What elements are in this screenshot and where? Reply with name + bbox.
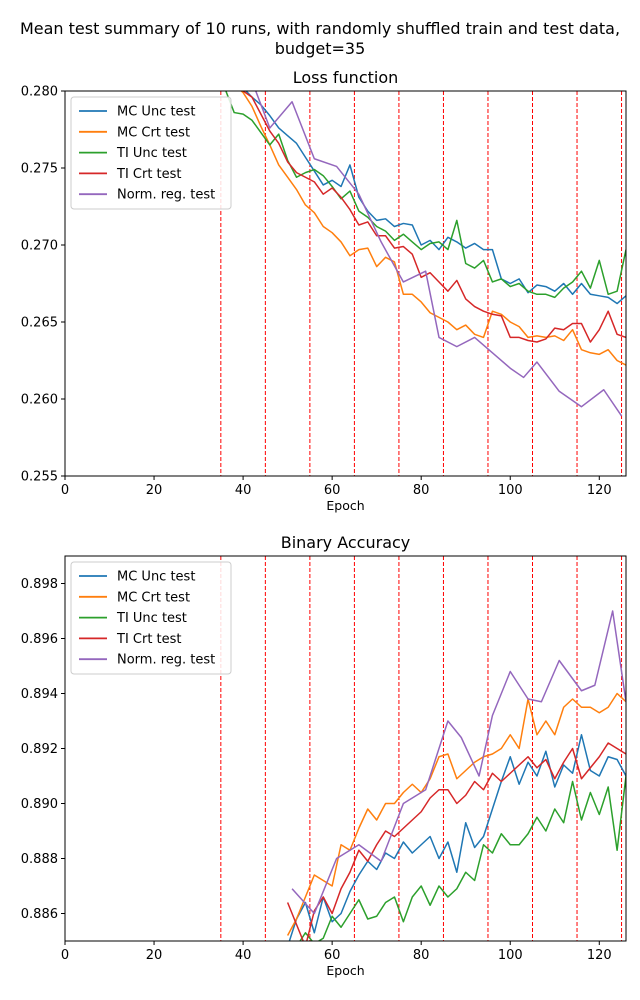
y-tick-label: 0.275	[21, 162, 58, 177]
vlines	[220, 91, 623, 476]
series-line-mc-crt-test	[286, 692, 626, 936]
x-axis-label: Epoch	[326, 963, 364, 978]
legend-box	[70, 96, 232, 210]
y-tick-label: 0.270	[21, 239, 58, 254]
series-group	[286, 610, 626, 941]
y-tick-label: 0.260	[21, 393, 58, 408]
legend-label-ti-unc-test: TI Unc test	[116, 611, 187, 626]
x-tick-label: 60	[324, 483, 341, 498]
series-line-ti-unc-test	[225, 91, 626, 299]
legend-label-mc-unc-test: MC Unc test	[117, 105, 195, 120]
chart-title: Binary Accuracy	[281, 533, 411, 552]
loss-chart: Loss function 0 20 40 60 80 100 120 0.255 0.260 0.…	[21, 68, 627, 513]
accuracy-chart: Binary Accuracy 0 20 40 60 80 100 120 0.886 0.888…	[21, 533, 627, 978]
y-tick-label: 0.888	[21, 852, 58, 867]
series-line-mc-unc-test	[245, 91, 626, 305]
series-line-ti-unc-test	[299, 775, 626, 941]
legend-label-mc-crt-test: MC Crt test	[117, 125, 190, 140]
legend-label-norm-reg-test: Norm. reg. test	[117, 653, 215, 668]
x-axis-label: Epoch	[326, 498, 364, 513]
legend-box	[70, 561, 232, 675]
series-line-norm-reg-test	[291, 610, 626, 915]
y-tick-label: 0.280	[21, 85, 58, 100]
series-line-norm-reg-test	[254, 91, 623, 417]
legend-label-ti-crt-test: TI Crt test	[116, 632, 182, 647]
y-tick-label: 0.265	[21, 316, 58, 331]
series-line-mc-unc-test	[288, 734, 626, 941]
legend-label-ti-unc-test: TI Unc test	[116, 146, 187, 161]
x-tick-label: 120	[587, 948, 612, 963]
x-tick-label: 0	[61, 483, 69, 498]
legend: MC Unc test MC Crt test TI Unc test TI Crt …	[70, 96, 232, 210]
y-tick-label: 0.886	[21, 907, 58, 922]
legend-label-mc-crt-test: MC Crt test	[117, 590, 190, 605]
legend-label-ti-crt-test: TI Crt test	[116, 167, 182, 182]
figure-title-line2: budget=35	[275, 39, 366, 58]
axes-frame	[64, 90, 627, 477]
x-tick-label: 100	[498, 948, 523, 963]
legend: MC Unc test MC Crt test TI Unc test TI Crt …	[70, 561, 232, 675]
x-tick-label: 80	[413, 948, 430, 963]
x-tick-label: 60	[324, 948, 341, 963]
x-tick-label: 0	[61, 948, 69, 963]
y-tick-label: 0.890	[21, 797, 58, 812]
vlines	[220, 556, 623, 941]
y-tick-label: 0.892	[21, 742, 58, 757]
series-group	[225, 91, 626, 417]
x-tick-label: 40	[235, 948, 252, 963]
series-line-ti-crt-test	[286, 742, 626, 941]
y-tick-label: 0.896	[21, 632, 58, 647]
y-tick-label: 0.255	[21, 470, 58, 485]
x-tick-label: 100	[498, 483, 523, 498]
series-line-mc-crt-test	[240, 91, 626, 366]
legend-label-mc-unc-test: MC Unc test	[117, 570, 195, 585]
series-line-ti-crt-test	[242, 91, 626, 343]
x-tick-label: 20	[146, 948, 163, 963]
x-tick-label: 20	[146, 483, 163, 498]
x-tick-label: 120	[587, 483, 612, 498]
legend-label-norm-reg-test: Norm. reg. test	[117, 188, 215, 203]
y-tick-label: 0.894	[21, 687, 58, 702]
x-tick-label: 40	[235, 483, 252, 498]
figure-title-line1: Mean test summary of 10 runs, with rando…	[20, 19, 620, 38]
x-tick-label: 80	[413, 483, 430, 498]
y-tick-label: 0.898	[21, 577, 58, 592]
chart-title: Loss function	[293, 68, 399, 87]
